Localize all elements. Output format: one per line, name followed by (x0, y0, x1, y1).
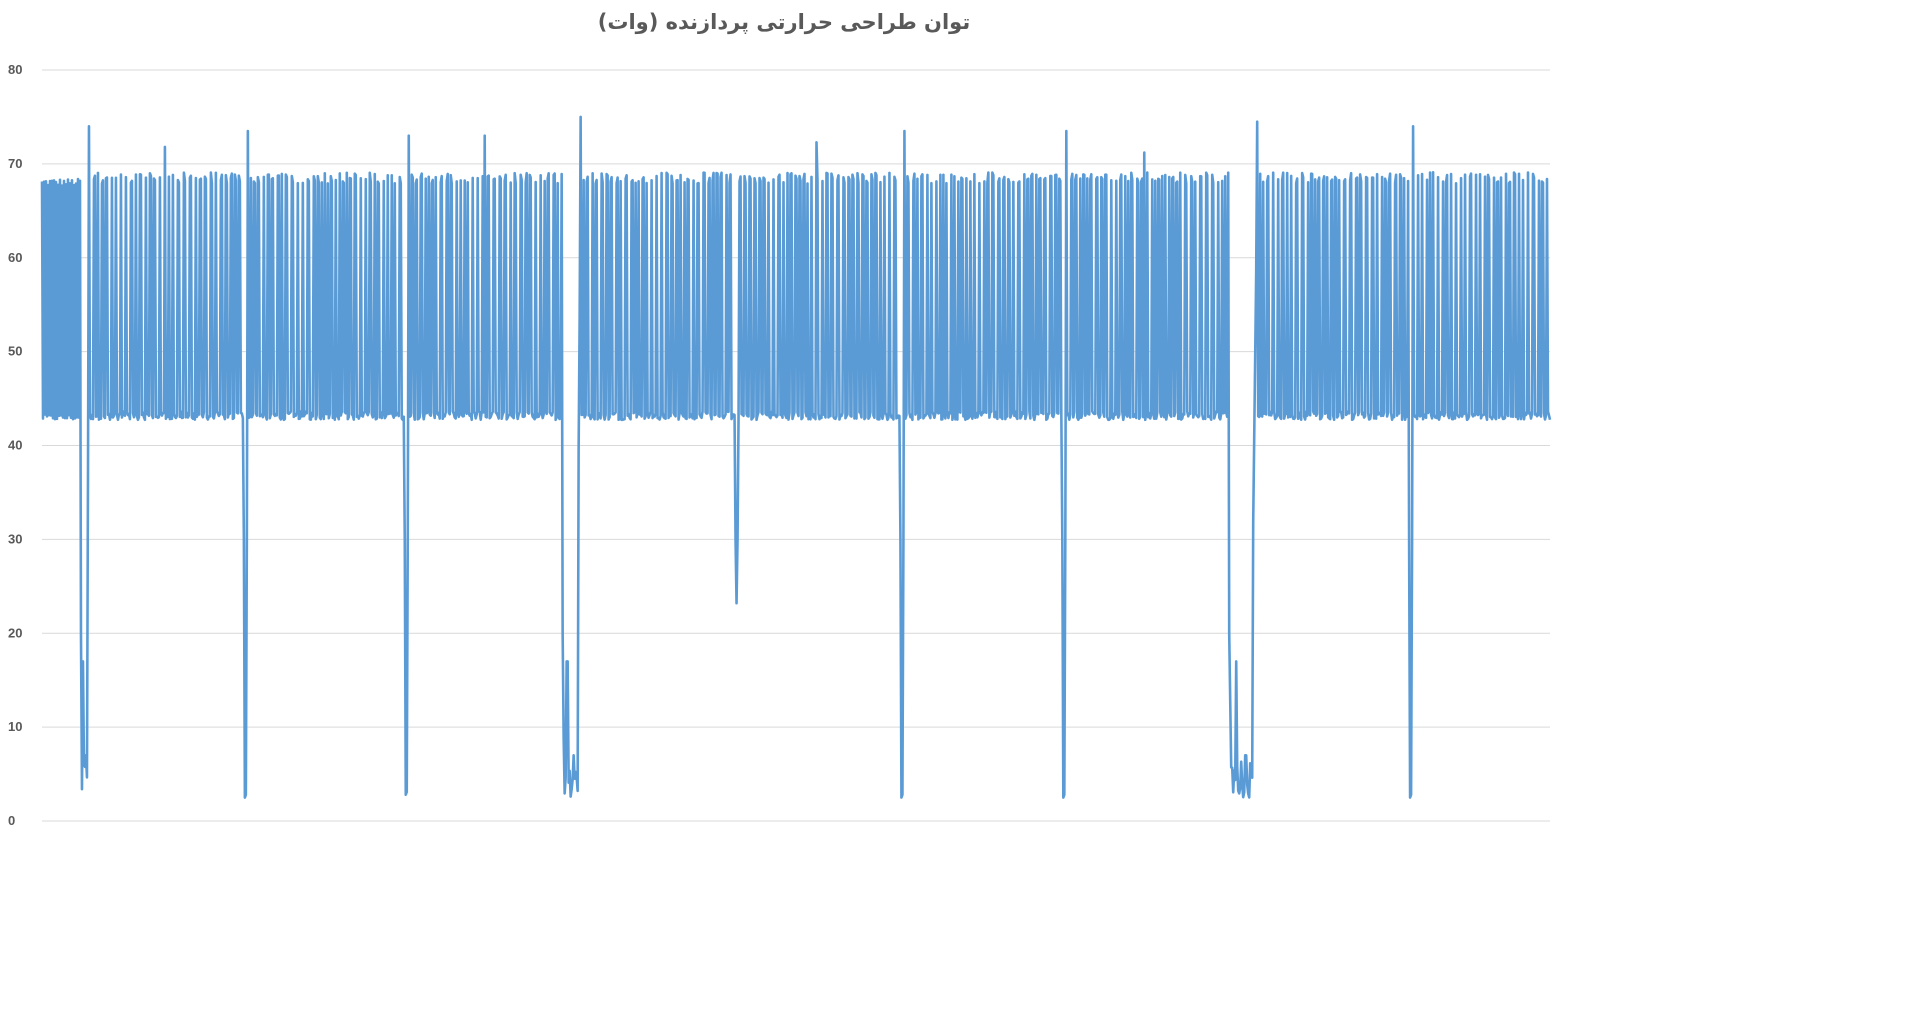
chart-container: توان طراحی حرارتی پردازنده (وات) 0 10 20 30… (8, 10, 1552, 828)
y-tick-label: 30 (8, 531, 22, 546)
chart-plot: 0 10 20 30 40 50 60 70 80 (8, 62, 1552, 828)
y-tick-label: 0 (8, 813, 15, 828)
y-tick-label: 20 (8, 625, 22, 640)
series-line (40, 115, 1552, 799)
y-tick-label: 40 (8, 438, 22, 453)
y-tick-label: 50 (8, 344, 22, 359)
y-tick-label: 60 (8, 250, 22, 265)
y-tick-label: 10 (8, 719, 22, 734)
chart-title: توان طراحی حرارتی پردازنده (وات) (597, 10, 971, 34)
y-tick-label: 70 (8, 156, 22, 171)
y-tick-label: 80 (8, 62, 22, 77)
